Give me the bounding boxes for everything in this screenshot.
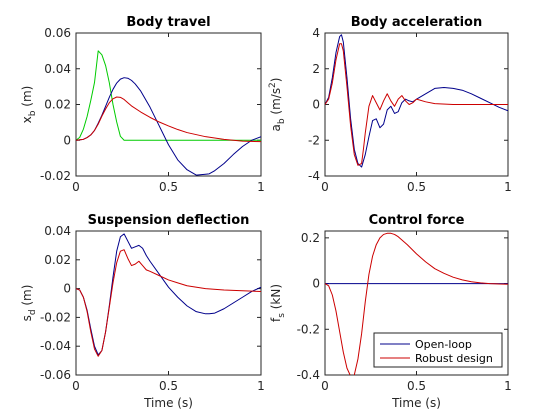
y-tick-label: 0.02: [44, 253, 71, 267]
y-tick-label: 0.04: [44, 224, 71, 238]
series-line-2: [76, 249, 261, 357]
y-tick-label: 0: [312, 277, 320, 291]
x-axis-label: Time (s): [143, 396, 193, 410]
x-tick-label: 0.5: [159, 379, 178, 393]
y-axis-label: xb (m): [20, 86, 38, 124]
x-tick-label: 1: [504, 180, 512, 194]
series-line-2: [325, 232, 508, 375]
series-line-1: [76, 233, 261, 356]
y-tick-label: -0.06: [40, 368, 71, 382]
x-tick-label: 1: [257, 379, 265, 393]
y-tick-label: 0.02: [44, 98, 71, 112]
subplot-2: 0 0.5 1 -4 -2 0 2 4 Body acceleration ab (m/s2): [268, 15, 512, 194]
x-tick-label: 0.5: [159, 180, 178, 194]
series-line-2: [325, 43, 508, 166]
chart-title: Suspension deflection: [88, 213, 250, 228]
x-tick-label: 0.5: [407, 180, 426, 194]
x-tick-label: 0: [72, 379, 80, 393]
y-tick-label: -0.02: [40, 169, 71, 183]
y-tick-label: -0.02: [40, 310, 71, 324]
x-tick-label: 0.5: [407, 379, 426, 393]
y-tick-label: 0: [63, 282, 71, 296]
chart-title: Body travel: [126, 15, 210, 30]
series-line-3: [76, 96, 261, 143]
y-tick-label: 4: [312, 26, 320, 40]
series-line-1: [325, 34, 508, 168]
y-tick-label: 0.06: [44, 26, 71, 40]
chart-title: Body acceleration: [351, 15, 482, 30]
series-line-1: [76, 50, 261, 141]
y-tick-label: 0: [63, 133, 71, 147]
x-axis-label: Time (s): [391, 396, 441, 410]
y-axis-label: fs (kN): [269, 284, 287, 322]
y-tick-label: 2: [312, 62, 320, 76]
y-axis-label: sd (m): [20, 285, 38, 322]
axes-frame: [75, 230, 262, 376]
x-tick-label: 1: [504, 379, 512, 393]
x-tick-label: 1: [257, 180, 265, 194]
y-tick-label: -0.2: [297, 322, 320, 336]
subplot-3: 0 0.5 1 -0.06 -0.04 -0.02 0 0.02 0.04 Suspension …: [20, 213, 265, 410]
y-tick-label: 0: [312, 98, 320, 112]
y-tick-label: -4: [308, 169, 320, 183]
y-tick-label: -2: [308, 133, 320, 147]
y-tick-label: 0.2: [301, 231, 320, 245]
y-tick-label: 0.04: [44, 62, 71, 76]
x-tick-label: 0: [321, 379, 329, 393]
legend-entry: Robust design: [415, 352, 493, 365]
chart-title: Control force: [369, 213, 465, 228]
x-tick-label: 0: [72, 180, 80, 194]
x-tick-label: 0: [321, 180, 329, 194]
legend-entry: Open-loop: [415, 338, 472, 351]
y-tick-label: -0.4: [297, 368, 320, 382]
legend-box: [373, 332, 503, 368]
subplot-4: 0 0.5 1 -0.4 -0.2 0 0.2 Control force Time (s) fs…: [269, 213, 512, 410]
y-tick-label: -0.04: [40, 339, 71, 353]
y-axis-label: ab (m/s2): [268, 78, 287, 132]
